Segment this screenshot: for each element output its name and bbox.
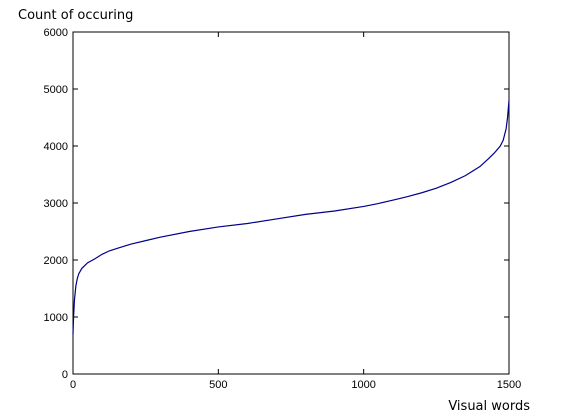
data-series-line <box>72 100 510 335</box>
axis-ticks: 0 500 1000 1500 0 1000 2000 3000 4000 5000 6000 <box>44 27 522 391</box>
y-tick-label: 1000 <box>44 312 68 324</box>
plot-frame <box>72 31 510 375</box>
x-tick-label: 500 <box>209 379 227 391</box>
y-tick-label: 6000 <box>44 27 68 39</box>
x-tick-label: 1000 <box>351 379 375 391</box>
y-tick-label: 0 <box>62 369 68 381</box>
y-axis-label: Count of occuring <box>18 8 133 23</box>
y-tick-label: 2000 <box>44 255 68 267</box>
y-tick-label: 4000 <box>44 141 68 153</box>
y-tick-label: 5000 <box>44 84 68 96</box>
y-tick-label: 3000 <box>44 198 68 210</box>
x-axis-label: Visual words <box>448 399 530 414</box>
x-tick-label: 1500 <box>497 379 521 391</box>
x-tick-label: 0 <box>70 379 76 391</box>
